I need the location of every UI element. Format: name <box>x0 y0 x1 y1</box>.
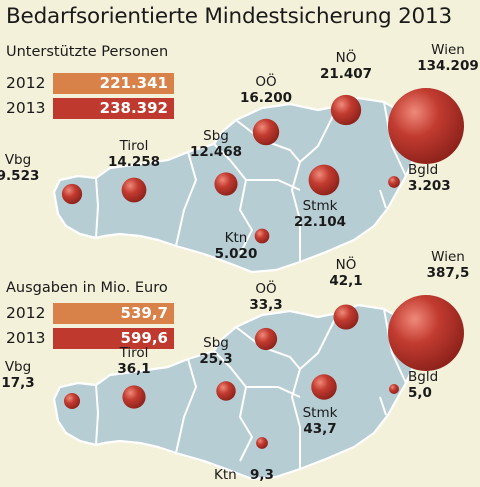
region-label: Tirol <box>119 138 149 154</box>
bubble-sbg <box>214 172 238 196</box>
bubble-stmk <box>311 374 337 400</box>
region-label: Stmk <box>303 198 338 214</box>
region-value: 36,1 <box>117 361 150 377</box>
state-border <box>235 119 301 163</box>
region-label: OÖ <box>255 72 276 90</box>
region-label: Sbg <box>203 128 229 144</box>
state-border <box>175 358 198 454</box>
region-value: 22.104 <box>294 214 346 230</box>
state-border <box>246 179 301 191</box>
state-border <box>213 143 254 255</box>
state-border <box>246 386 301 398</box>
page-title: Bedarfsorientierte Mindestsicherung 2013 <box>6 4 452 29</box>
bubble-tirol <box>122 385 146 409</box>
region-label: Bgld <box>408 369 438 385</box>
region-value: 134.209 <box>417 58 479 74</box>
region-label: Wien <box>431 249 465 265</box>
region-value: 5.020 <box>215 246 258 262</box>
state-border <box>95 177 100 239</box>
region-label: Ktn <box>225 230 248 246</box>
legend-value: 221.341 <box>99 74 168 92</box>
region-value: 42,1 <box>329 273 362 289</box>
bubble-oö <box>252 118 280 146</box>
region-value: 3.203 <box>408 178 451 194</box>
state-border <box>379 396 387 416</box>
region-label: NÖ <box>336 255 357 273</box>
bubble-nö <box>330 94 362 126</box>
region-label: Vbg <box>5 359 31 375</box>
legend-year: 2013 <box>6 329 46 347</box>
legend-value: 238.392 <box>99 99 168 117</box>
region-label: Bgld <box>408 162 438 178</box>
bubble-stmk <box>308 164 340 196</box>
state-border <box>95 384 100 446</box>
state-border <box>383 308 407 384</box>
legend-bar-2012: 221.341 <box>53 73 174 94</box>
legend-value: 539,7 <box>120 304 168 322</box>
bubble-vbg <box>63 392 81 410</box>
legend-year: 2012 <box>6 304 46 322</box>
region-label: Sbg <box>203 335 229 351</box>
region-value: 33,3 <box>249 297 282 313</box>
austria-map-persons: Vbg9.523Tirol14.258Sbg12.468OÖ16.200NÖ21… <box>0 42 479 274</box>
bubble-wien <box>388 88 464 164</box>
bubble-bgld <box>388 176 400 188</box>
state-border <box>175 151 198 247</box>
region-label: Tirol <box>119 345 149 361</box>
region-value: 5,0 <box>408 385 432 401</box>
region-value: 25,3 <box>199 351 232 367</box>
legend-year: 2012 <box>6 74 46 92</box>
bubble-tirol <box>121 177 147 203</box>
state-border <box>235 326 301 370</box>
bubble-wien <box>388 295 464 371</box>
region-label: Wien <box>431 42 465 58</box>
subtitle-persons: Unterstützte Personen <box>6 44 169 60</box>
region-value: 9,3 <box>250 467 274 483</box>
legend-year: 2013 <box>6 99 46 117</box>
state-border <box>290 161 301 262</box>
state-border <box>379 189 387 209</box>
region-value: 43,7 <box>303 421 336 437</box>
subtitle-expenses: Ausgaben in Mio. Euro <box>6 280 168 296</box>
state-border <box>299 312 339 370</box>
state-border <box>383 101 407 177</box>
bubble-oö <box>254 327 278 351</box>
region-value: 12.468 <box>190 144 242 160</box>
legend-bar-2013: 238.392 <box>53 98 174 119</box>
bubble-ktn <box>256 437 268 449</box>
bubble-nö <box>333 304 359 330</box>
bubble-ktn <box>254 228 270 244</box>
state-border <box>299 105 339 163</box>
legend-bar-2012: 539,7 <box>53 303 174 324</box>
bubble-bgld <box>389 384 399 394</box>
region-value: 17,3 <box>1 375 34 391</box>
region-label: NÖ <box>336 48 357 66</box>
region-value: 16.200 <box>240 90 292 106</box>
state-border <box>290 368 301 469</box>
bubble-vbg <box>61 183 83 205</box>
region-label: OÖ <box>255 279 276 297</box>
region-label: Ktn <box>214 467 237 483</box>
region-label: Vbg <box>5 152 31 168</box>
legend-bar-2013: 599,6 <box>53 328 174 349</box>
legend-value: 599,6 <box>120 329 168 347</box>
region-value: 14.258 <box>108 154 160 170</box>
region-value: 387,5 <box>427 265 470 281</box>
bubble-sbg <box>216 381 236 401</box>
state-border <box>213 350 254 462</box>
region-value: 9.523 <box>0 168 39 184</box>
region-label: Stmk <box>303 405 338 421</box>
region-value: 21.407 <box>320 66 372 82</box>
